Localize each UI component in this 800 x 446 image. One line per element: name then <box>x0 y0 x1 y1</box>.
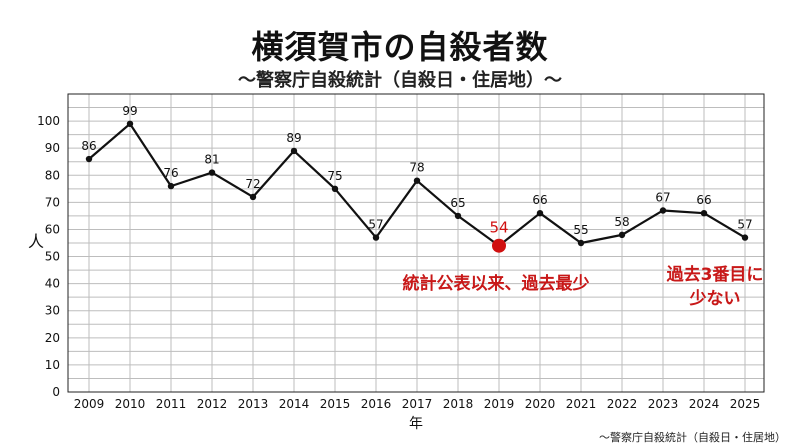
data-label: 89 <box>286 131 301 145</box>
y-axis-label: 人 <box>28 232 44 251</box>
data-point <box>536 210 544 217</box>
x-tick-label: 2018 <box>443 397 474 411</box>
y-tick-label: 50 <box>45 250 60 264</box>
highlight-point <box>492 238 506 253</box>
y-tick-labels: 0 10 20 30 40 50 60 70 80 90 100 <box>37 114 60 399</box>
data-label: 75 <box>327 169 342 183</box>
data-label: 66 <box>532 193 547 207</box>
data-point <box>208 169 216 176</box>
x-tick-label: 2023 <box>648 397 679 411</box>
data-label: 57 <box>368 218 383 232</box>
y-tick-label: 30 <box>45 304 60 318</box>
data-point <box>700 210 708 217</box>
data-labels: 86 99 76 81 72 89 75 57 78 65 54 66 55 58 67 66 57 <box>81 104 752 237</box>
data-point <box>413 177 421 184</box>
data-label: 81 <box>204 153 219 167</box>
x-tick-label: 2022 <box>607 397 638 411</box>
x-tick-label: 2012 <box>197 397 228 411</box>
y-tick-label: 90 <box>45 141 60 155</box>
data-label: 99 <box>122 104 137 118</box>
data-points <box>85 120 749 253</box>
data-point <box>167 182 175 190</box>
annotation-text: 統計公表以来、過去最少 <box>403 273 590 294</box>
x-tick-label: 2016 <box>361 397 392 411</box>
x-axis-label: 年 <box>409 416 423 432</box>
chart-title: 横須賀市の自殺者数 <box>251 28 549 66</box>
data-point <box>741 234 749 241</box>
x-tick-label: 2011 <box>156 397 187 411</box>
data-point <box>126 120 134 128</box>
data-label: 78 <box>409 161 424 175</box>
x-tick-label: 2009 <box>74 397 105 411</box>
grid-lines <box>68 93 764 393</box>
source-note: 〜警察庁自殺統計（自殺日・住居地） <box>599 431 786 444</box>
y-tick-label: 70 <box>45 195 60 209</box>
x-tick-label: 2014 <box>279 397 310 411</box>
data-point <box>618 231 626 239</box>
y-tick-label: 60 <box>45 222 60 236</box>
data-point <box>85 155 93 163</box>
y-tick-label: 100 <box>37 114 60 128</box>
data-label: 67 <box>655 190 670 204</box>
x-tick-label: 2020 <box>525 397 556 411</box>
x-tick-label: 2024 <box>689 397 720 411</box>
annotation-text: 過去3番目に <box>667 264 764 285</box>
data-label: 55 <box>573 223 588 237</box>
x-tick-label: 2021 <box>566 397 597 411</box>
data-label: 58 <box>614 215 629 229</box>
data-point <box>331 185 339 193</box>
highlight-data-label: 54 <box>489 219 508 237</box>
data-point <box>372 234 380 241</box>
data-point <box>290 147 298 155</box>
y-tick-label: 0 <box>52 385 60 399</box>
y-tick-label: 10 <box>45 358 60 372</box>
data-label: 72 <box>245 177 260 191</box>
data-label: 76 <box>163 166 178 180</box>
data-point <box>577 239 585 247</box>
data-label: 57 <box>737 218 752 232</box>
data-point <box>249 193 257 201</box>
x-tick-label: 2015 <box>320 397 351 411</box>
x-tick-label: 2013 <box>238 397 269 411</box>
y-tick-label: 20 <box>45 331 60 345</box>
chart-subtitle: 〜警察庁自殺統計（自殺日・住居地）〜 <box>238 70 562 91</box>
data-point <box>454 212 462 220</box>
annotation-text: 少ない <box>689 289 741 309</box>
x-tick-label: 2025 <box>730 397 761 411</box>
data-label: 66 <box>696 193 711 207</box>
plot-frame <box>67 93 765 393</box>
y-tick-label: 80 <box>45 168 60 182</box>
x-tick-label: 2017 <box>402 397 433 411</box>
y-tick-label: 40 <box>45 277 60 291</box>
x-tick-label: 2019 <box>484 397 515 411</box>
data-point <box>659 207 667 214</box>
x-tick-label: 2010 <box>115 397 146 411</box>
x-tick-labels: 2009 2010 2011 2012 2013 2014 2015 2016 2017 2018… <box>74 397 761 411</box>
data-label: 86 <box>81 139 96 153</box>
data-label: 65 <box>450 196 465 210</box>
